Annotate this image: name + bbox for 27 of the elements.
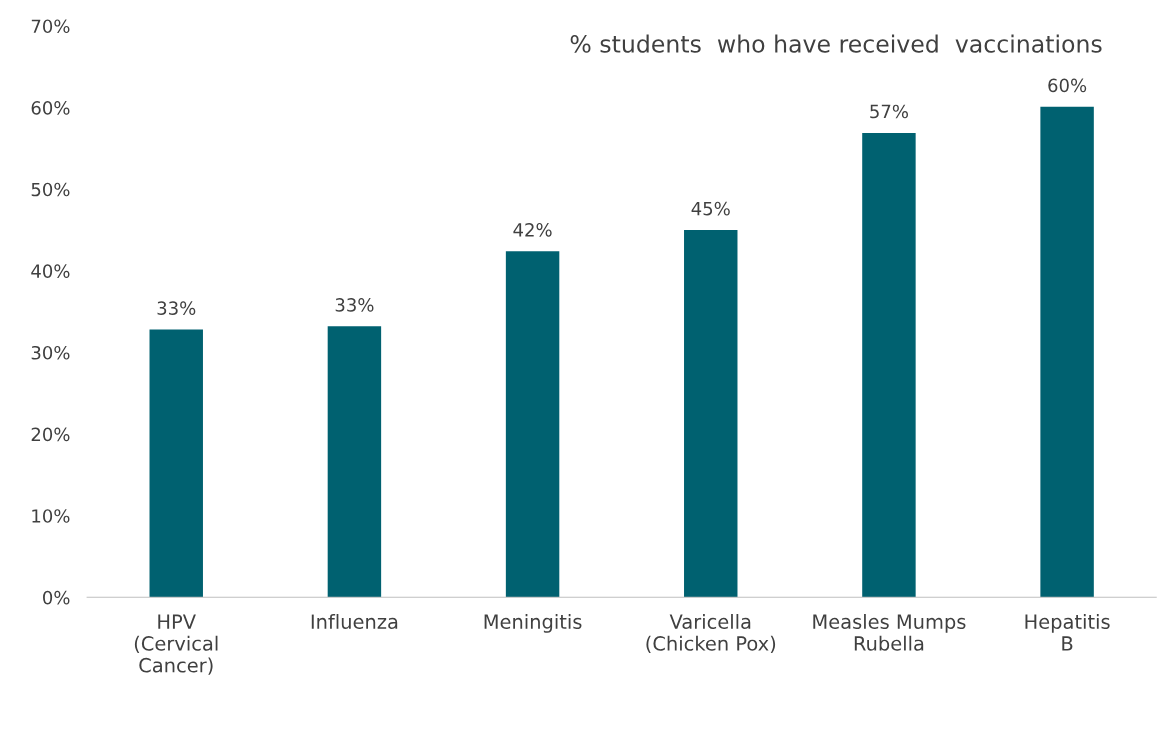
data-label: 45% bbox=[691, 201, 730, 216]
data-label: 57% bbox=[870, 104, 908, 119]
x-tick-label: Varicella (Chicken Pox) bbox=[646, 613, 776, 654]
y-tick-label: 70% bbox=[31, 19, 70, 34]
data-label: 33% bbox=[157, 301, 196, 315]
y-tick-label: 40% bbox=[31, 264, 70, 278]
bar bbox=[505, 251, 560, 598]
bar bbox=[149, 329, 203, 598]
x-tick-label: Measles Mumps Rubella bbox=[813, 613, 966, 651]
data-label: 33% bbox=[335, 298, 374, 312]
y-tick-label: 50% bbox=[31, 182, 70, 197]
bar bbox=[327, 326, 382, 598]
bar bbox=[1040, 106, 1094, 598]
bar bbox=[684, 230, 738, 598]
x-tick-label: Meningitis bbox=[484, 613, 582, 633]
y-tick-label: 30% bbox=[31, 345, 70, 360]
data-label: 60% bbox=[1048, 78, 1087, 93]
y-tick-label: 10% bbox=[32, 509, 70, 523]
x-tick-label: Hepatitis B bbox=[1025, 613, 1110, 651]
y-tick-label: 60% bbox=[31, 101, 70, 115]
x-tick-label: Influenza bbox=[311, 613, 398, 630]
data-label: 42% bbox=[513, 222, 552, 237]
y-tick-label: 0% bbox=[43, 590, 70, 605]
bar bbox=[862, 132, 916, 598]
y-tick-label: 20% bbox=[31, 427, 70, 442]
x-tick-label: HPV (Cervical Cancer) bbox=[134, 614, 218, 675]
chart-title: % students who have received vaccinations bbox=[570, 34, 1102, 53]
